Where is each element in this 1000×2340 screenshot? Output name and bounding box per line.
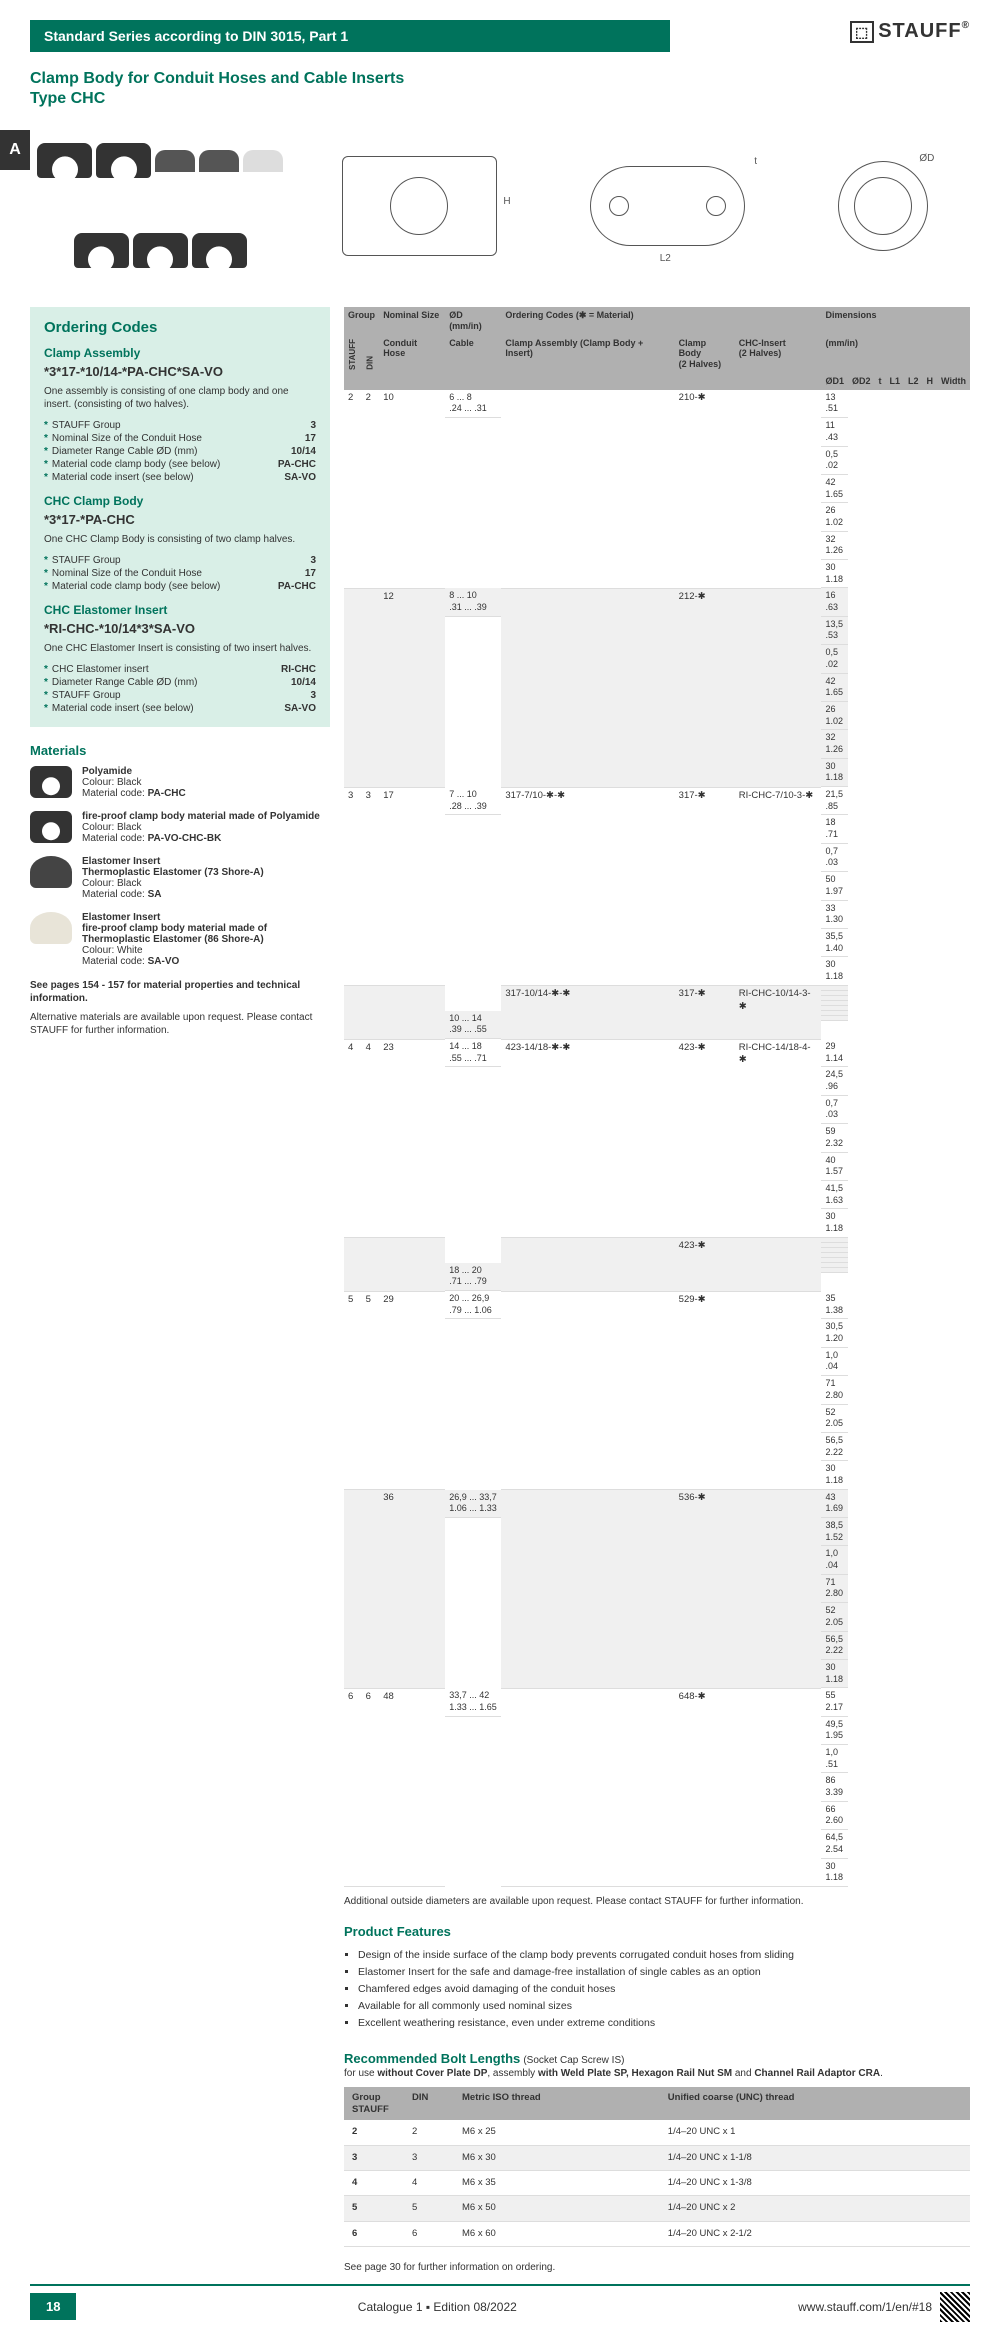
header-bar: Standard Series according to DIN 3015, P… — [30, 20, 670, 52]
page-subtitle: Type CHC — [30, 90, 970, 108]
page-footer: 18 Catalogue 1 ▪ Edition 08/2022 www.sta… — [0, 2284, 1000, 2322]
bolts-heading: Recommended Bolt Lengths — [344, 2051, 520, 2066]
assembly-keys: *STAUFF Group3*Nominal Size of the Condu… — [44, 419, 316, 484]
catalogue-info: Catalogue 1 ▪ Edition 08/2022 — [76, 2300, 798, 2314]
table-footnote: Additional outside diameters are availab… — [344, 1895, 970, 1908]
body-code: *3*17-*PA-CHC — [44, 512, 316, 527]
body-heading: CHC Clamp Body — [44, 494, 316, 508]
features-heading: Product Features — [344, 1924, 970, 1939]
insert-heading: CHC Elastomer Insert — [44, 603, 316, 617]
page-number: 18 — [30, 2293, 76, 2320]
section-tab: A — [0, 130, 30, 170]
insert-code: *RI-CHC-*10/14*3*SA-VO — [44, 621, 316, 636]
ordering-title: Ordering Codes — [44, 319, 316, 336]
main-data-table: Group Nominal Size ØD (mm/in) Ordering C… — [344, 307, 970, 1887]
product-photo — [30, 118, 290, 293]
assembly-desc: One assembly is consisting of one clamp … — [44, 385, 316, 411]
bolts-subheading: (Socket Cap Screw IS) — [523, 2055, 624, 2066]
brand-logo: ⬚STAUFF® — [850, 20, 970, 43]
materials-note-1: See pages 154 - 157 for material propert… — [30, 979, 330, 1005]
insert-keys: *CHC Elastomer insertRI-CHC*Diameter Ran… — [44, 663, 316, 715]
features-list: Design of the inside surface of the clam… — [344, 1947, 970, 2031]
bolt-table: GroupSTAUFF DIN Metric ISO thread Unifie… — [344, 2087, 970, 2247]
bolts-desc: for use without Cover Plate DP, assembly… — [344, 2068, 970, 2079]
materials-note-2: Alternative materials are available upon… — [30, 1011, 330, 1037]
materials-list: PolyamideColour: BlackMaterial code: PA-… — [30, 766, 330, 967]
bolts-see-note: See page 30 for further information on o… — [344, 2261, 970, 2274]
technical-drawings: H L2 t ØD — [300, 118, 970, 293]
footer-url: www.stauff.com/1/en/#18 — [798, 2300, 932, 2314]
materials-heading: Materials — [30, 743, 330, 758]
ordering-codes-box: Ordering Codes Clamp Assembly *3*17-*10/… — [30, 307, 330, 727]
assembly-code: *3*17-*10/14-*PA-CHC*SA-VO — [44, 364, 316, 379]
assembly-heading: Clamp Assembly — [44, 346, 316, 360]
body-keys: *STAUFF Group3*Nominal Size of the Condu… — [44, 554, 316, 593]
qr-code — [940, 2292, 970, 2322]
insert-desc: One CHC Elastomer Insert is consisting o… — [44, 642, 316, 655]
page-title: Clamp Body for Conduit Hoses and Cable I… — [30, 70, 970, 88]
body-desc: One CHC Clamp Body is consisting of two … — [44, 533, 316, 546]
